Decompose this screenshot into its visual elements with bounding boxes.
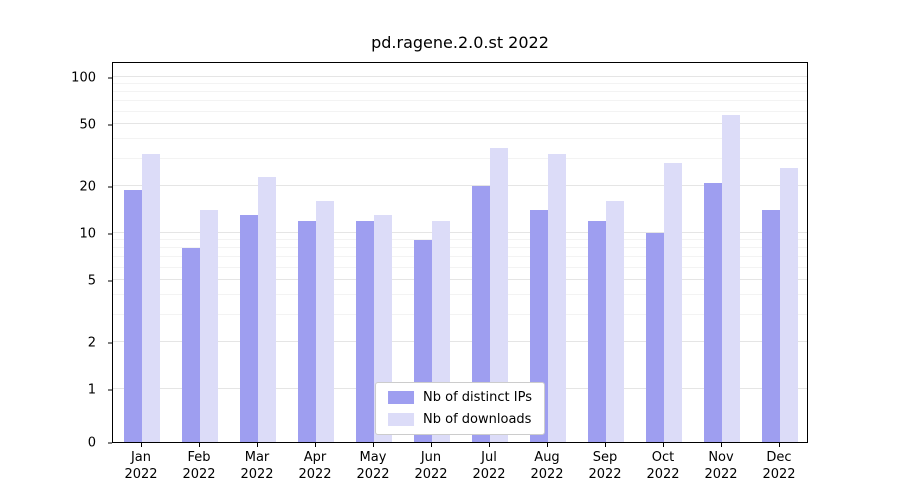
gridline (113, 185, 807, 187)
x-tick-mark (779, 443, 780, 447)
legend: Nb of distinct IPs Nb of downloads (375, 382, 545, 435)
bar-downloads (722, 115, 740, 442)
y-tick-mark (108, 342, 112, 344)
bar-downloads (200, 210, 218, 442)
x-tick-mark (547, 443, 548, 447)
x-tick-mark (199, 443, 200, 447)
gridline (113, 313, 807, 315)
gridline (113, 83, 807, 85)
bar-distinct-ips (124, 189, 142, 442)
y-tick-label: 2 (87, 335, 96, 351)
x-tick-label: Oct 2022 (646, 450, 680, 482)
x-axis: Jan 2022 Feb 2022 Mar 2022 Apr 2022 May 2022 Jun 20… (112, 443, 808, 497)
bar-downloads (316, 201, 334, 442)
x-tick-label: Sep 2022 (588, 450, 622, 482)
x-tick-mark (605, 443, 606, 447)
x-tick-mark (373, 443, 374, 447)
y-tick-label: 1 (87, 382, 96, 398)
y-tick-mark (108, 442, 112, 444)
y-tick-label: 100 (71, 70, 96, 86)
plot-area: Nb of distinct IPs Nb of downloads (112, 62, 808, 443)
bar-downloads (490, 148, 508, 442)
y-tick-label: 20 (79, 179, 96, 195)
legend-label-downloads: Nb of downloads (423, 412, 532, 427)
gridline (113, 256, 807, 258)
gridline (113, 294, 807, 296)
y-tick-label: 10 (79, 226, 96, 242)
bar-distinct-ips (182, 248, 200, 442)
gridline (113, 110, 807, 112)
bar-downloads (664, 163, 682, 442)
y-tick-mark (108, 124, 112, 126)
gridline (113, 122, 807, 124)
x-tick-mark (315, 443, 316, 447)
y-tick-mark (108, 77, 112, 79)
bar-distinct-ips (646, 233, 664, 442)
bar-distinct-ips (298, 220, 316, 442)
y-tick-mark (108, 233, 112, 235)
legend-label-distinct-ips: Nb of distinct IPs (423, 390, 532, 405)
legend-swatch-downloads (388, 413, 415, 426)
x-tick-label: Jan 2022 (124, 450, 158, 482)
y-tick-label: 0 (87, 435, 96, 451)
gridline (113, 266, 807, 268)
x-tick-label: Jun 2022 (414, 450, 448, 482)
y-tick-mark (108, 280, 112, 282)
x-tick-mark (663, 443, 664, 447)
chart-title: pd.ragene.2.0.st 2022 (371, 33, 549, 52)
legend-swatch-distinct-ips (388, 391, 415, 404)
x-tick-label: Dec 2022 (762, 450, 796, 482)
gridline (113, 239, 807, 241)
gridline (113, 232, 807, 233)
y-tick-label: 50 (79, 117, 96, 133)
y-tick-mark (108, 186, 112, 188)
x-tick-label: Mar 2022 (240, 450, 274, 482)
y-tick-mark (108, 389, 112, 391)
y-tick-label: 5 (87, 273, 96, 289)
y-axis: 0 1 2 5 10 20 50 100 (0, 62, 112, 451)
bar-distinct-ips (762, 210, 780, 442)
gridline (113, 247, 807, 249)
x-tick-label: Nov 2022 (704, 450, 738, 482)
gridline (113, 341, 807, 343)
x-tick-mark (141, 443, 142, 447)
gridline (113, 100, 807, 102)
x-tick-label: Feb 2022 (182, 450, 216, 482)
gridline (113, 91, 807, 93)
bar-distinct-ips (472, 186, 490, 442)
x-tick-mark (431, 443, 432, 447)
legend-item-distinct-ips: Nb of distinct IPs (388, 390, 532, 405)
gridline (113, 157, 807, 159)
gridline (113, 278, 807, 280)
x-tick-mark (489, 443, 490, 447)
x-tick-mark (721, 443, 722, 447)
bar-distinct-ips (240, 215, 258, 442)
bar-distinct-ips (588, 220, 606, 442)
bar-distinct-ips (356, 220, 374, 442)
bar-downloads (606, 201, 624, 442)
gridline (113, 138, 807, 140)
bar-distinct-ips (704, 182, 722, 442)
bar-downloads (258, 176, 276, 442)
x-tick-mark (257, 443, 258, 447)
bar-downloads (142, 154, 160, 442)
x-tick-label: May 2022 (356, 450, 390, 482)
bar-downloads (780, 168, 798, 442)
x-tick-label: Jul 2022 (472, 450, 506, 482)
x-tick-label: Apr 2022 (298, 450, 332, 482)
legend-item-downloads: Nb of downloads (388, 412, 532, 427)
gridline (113, 76, 807, 77)
x-tick-label: Aug 2022 (530, 450, 564, 482)
bar-downloads (548, 154, 566, 442)
